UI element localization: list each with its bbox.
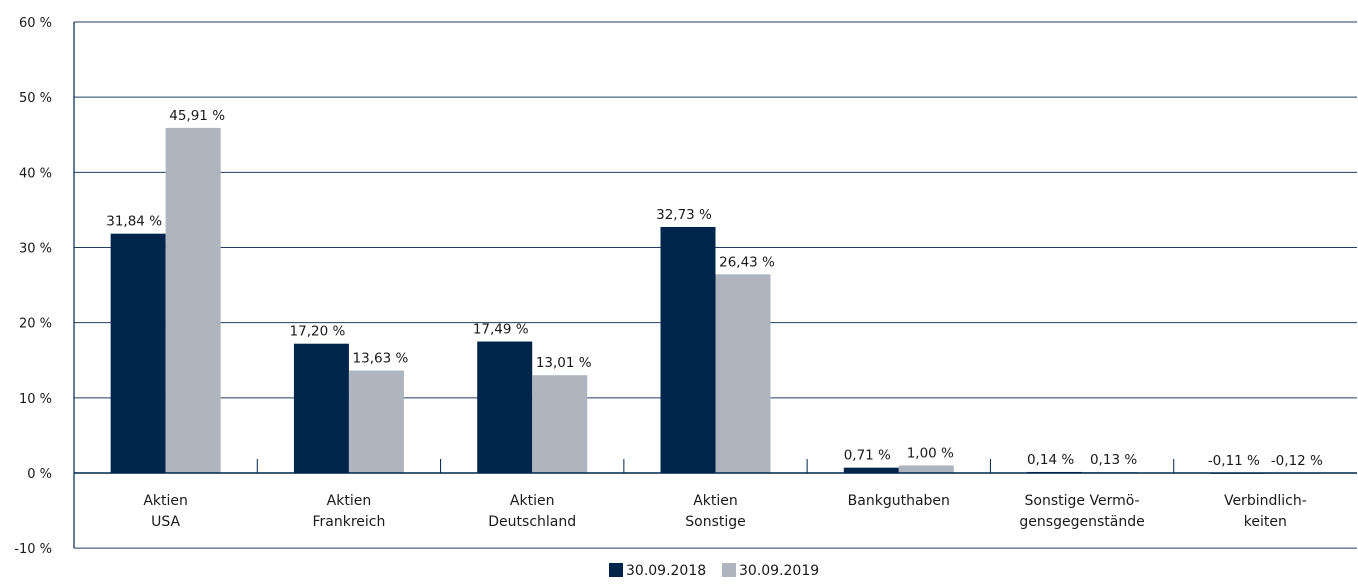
- data-label: 13,63 %: [353, 351, 409, 367]
- legend-swatch: [609, 563, 623, 577]
- category-label: Frankreich: [312, 514, 385, 530]
- data-label: 0,14 %: [1027, 452, 1074, 468]
- category-label: Deutschland: [488, 514, 576, 530]
- category-label: Aktien: [510, 493, 555, 509]
- data-label: 26,43 %: [719, 254, 775, 270]
- data-label: -0,12 %: [1271, 453, 1323, 469]
- bar-s1-2: [477, 341, 533, 473]
- data-label: 17,49 %: [473, 322, 529, 338]
- bar-s2-2: [532, 375, 588, 473]
- category-label: keiten: [1244, 514, 1287, 530]
- data-label: 0,71 %: [844, 448, 891, 464]
- bar-s1-1: [293, 343, 349, 473]
- data-label: -0,11 %: [1208, 453, 1260, 469]
- bar-s2-1: [348, 370, 404, 473]
- category-label: Sonstige: [685, 514, 746, 530]
- data-label: 0,13 %: [1090, 452, 1137, 468]
- y-tick-label: 50 %: [19, 91, 52, 106]
- legend-swatch: [722, 563, 736, 577]
- legend-label: 30.09.2018: [626, 563, 706, 579]
- data-label: 31,84 %: [106, 214, 162, 230]
- data-label: 1,00 %: [907, 445, 954, 461]
- y-tick-label: 0 %: [27, 467, 52, 482]
- category-label: Aktien: [143, 493, 188, 509]
- category-label: Sonstige Vermö-: [1025, 493, 1140, 509]
- data-label: 17,20 %: [290, 324, 346, 340]
- bar-s1-0: [110, 233, 166, 473]
- bar-s1-4: [843, 467, 899, 473]
- data-label: 45,91 %: [169, 108, 225, 124]
- category-label: gensgegenstände: [1019, 514, 1144, 530]
- y-tick-label: -10 %: [14, 542, 52, 557]
- y-tick-label: 60 %: [19, 16, 52, 31]
- legend-label: 30.09.2019: [739, 563, 819, 579]
- y-tick-label: 20 %: [19, 317, 52, 332]
- bar-s1-3: [660, 226, 716, 473]
- data-label: 32,73 %: [656, 207, 712, 223]
- category-label: Bankguthaben: [848, 493, 950, 509]
- category-label: Aktien: [327, 493, 372, 509]
- category-label: USA: [151, 514, 180, 530]
- bar-s2-4: [898, 465, 954, 473]
- y-tick-label: 30 %: [19, 242, 52, 257]
- y-tick-label: 10 %: [19, 392, 52, 407]
- category-label: Aktien: [693, 493, 738, 509]
- category-label: Verbindlich-: [1224, 493, 1307, 509]
- y-tick-label: 40 %: [19, 166, 52, 181]
- bar-s2-0: [165, 127, 221, 473]
- data-label: 13,01 %: [536, 355, 592, 371]
- bar-s2-3: [715, 274, 771, 473]
